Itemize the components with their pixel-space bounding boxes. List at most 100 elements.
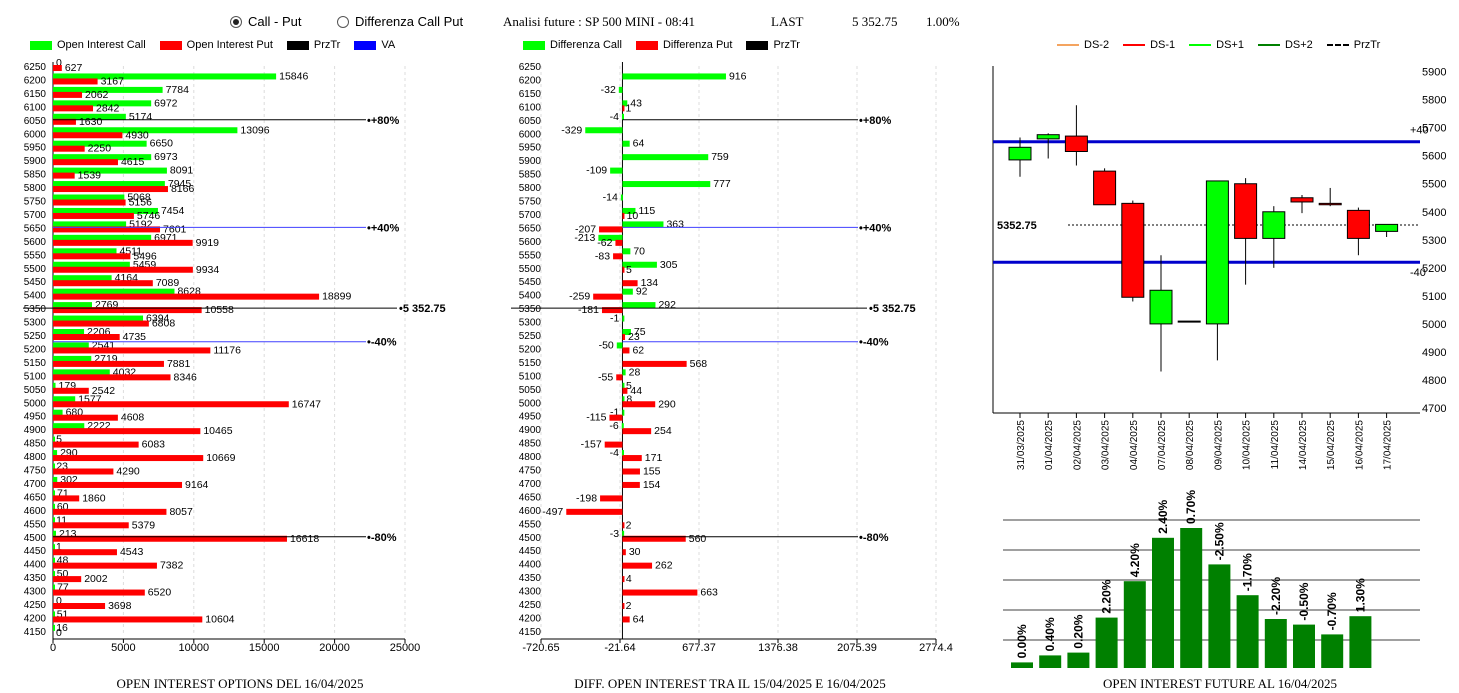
oi-bar-value: 1539 [78, 170, 102, 182]
last-label: LAST [771, 14, 804, 29]
oi-strike-label: 6050 [24, 116, 47, 127]
oi-bar-value: 48 [57, 555, 69, 567]
oi-bar-value: 3167 [101, 75, 125, 87]
candle-ytick-label: 5900 [1422, 67, 1446, 79]
oi-future-bar [1095, 617, 1118, 668]
diff-strike-label: 4600 [519, 506, 542, 517]
oi-bar-value: 2062 [85, 89, 109, 101]
oi-bar-open-interest-call [53, 382, 56, 389]
diff-strike-label: 5300 [519, 318, 542, 329]
diff-bar-differenza-put [622, 535, 686, 542]
oi-bar-open-interest-put [53, 522, 129, 529]
candle-date-label: 04/04/2025 [1129, 420, 1140, 470]
candle-ytick-label: 4900 [1422, 347, 1446, 359]
oi-strike-label: 4300 [24, 587, 47, 598]
candle-ytick-label: 5600 [1422, 151, 1446, 163]
legend-label: Open Interest Put [186, 39, 273, 51]
oi-bar-value: 5746 [137, 210, 161, 222]
diff-bar-differenza-put [622, 481, 640, 488]
oi-bar-value: 9164 [185, 479, 209, 491]
oi-bar-value: 0 [56, 57, 62, 69]
oi-strike-label: 6250 [24, 62, 47, 73]
oi-future-bar [1180, 528, 1203, 668]
oi-future-bar-label: 2.20% [1100, 579, 1114, 613]
diff-strike-label: 5700 [519, 210, 542, 221]
diff-bar-differenza-call [622, 100, 628, 107]
oi-xtick-label: 5000 [111, 642, 135, 654]
oi-bar-value: 2002 [84, 573, 108, 585]
diff-va-label: •+80% [859, 115, 892, 127]
oi-bar-open-interest-call [53, 86, 163, 93]
oi-bar-value: 627 [65, 62, 83, 74]
oi-va-label: •+80% [367, 115, 400, 127]
diff-strike-label: 5900 [519, 156, 542, 167]
diff-xtick-label: -21.64 [604, 642, 635, 654]
diff-strike-label: 4250 [519, 600, 542, 611]
diff-bar-differenza-put [604, 441, 623, 448]
diff-bar-value: 75 [634, 326, 646, 338]
oi-bar-value: 5068 [127, 192, 151, 204]
oi-future-bar-label: 2.40% [1156, 499, 1170, 533]
oi-bar-open-interest-call [53, 261, 130, 268]
diff-bar-value: 363 [666, 218, 684, 230]
legend-swatch [523, 40, 545, 50]
oi-bar-value: 7454 [161, 205, 185, 217]
oi-bar-value: 6973 [154, 151, 178, 163]
radio-call-put-indicator[interactable] [230, 15, 242, 28]
radio-differenza-indicator[interactable] [337, 15, 349, 28]
diff-va-label: •+40% [859, 222, 892, 234]
diff-xtick-label: 2075.39 [837, 642, 877, 654]
oi-bar-open-interest-put [53, 307, 202, 314]
diff-bar-differenza-call [585, 127, 623, 134]
legend-left: Open Interest Call Open Interest Put PrzTr… [30, 38, 409, 52]
oi-bar-open-interest-put [53, 145, 85, 152]
oi-bar-open-interest-call [53, 490, 55, 497]
diff-strike-label: 4750 [519, 466, 542, 477]
oi-bar-value: 4543 [120, 546, 144, 558]
diff-bar-value: 292 [658, 299, 676, 311]
diff-bar-value: 1 [626, 102, 632, 114]
diff-strike-label: 4900 [519, 425, 542, 436]
oi-bar-value: 10558 [205, 304, 234, 316]
oi-bar-value: 6972 [154, 97, 178, 109]
oi-strike-label: 4450 [24, 546, 47, 557]
oi-strike-label: 5950 [24, 143, 47, 154]
diff-bar-value: -109 [586, 165, 607, 177]
diff-strike-label: 5250 [519, 331, 542, 342]
diff-bar-value: -4 [610, 447, 619, 459]
legend-label: DS+2 [1284, 39, 1313, 51]
diff-bar-value: -6 [609, 420, 618, 432]
oi-bar-open-interest-call [53, 167, 167, 174]
oi-bar-open-interest-call [53, 154, 152, 161]
diff-strike-label: 4650 [519, 492, 542, 503]
oi-future-bar [1349, 616, 1372, 668]
legend-item-ds-1: DS-1 [1123, 39, 1175, 51]
oi-bar-open-interest-call [53, 517, 55, 524]
radio-differenza-call-put[interactable]: Differenza Call Put [337, 14, 463, 29]
oi-future-bar [1039, 655, 1062, 668]
oi-bar-value: 5496 [133, 250, 157, 262]
diff-bar-differenza-call [622, 288, 633, 295]
diff-bar-differenza-call [622, 396, 625, 403]
diff-bar-value: 759 [711, 151, 729, 163]
diff-bar-value: 2 [626, 600, 632, 612]
diff-va-label: •-80% [859, 532, 889, 544]
oi-future-bar-label: 0.00% [1015, 624, 1029, 658]
diff-bar-value: 916 [729, 70, 747, 82]
diff-bar-value: -207 [575, 223, 596, 235]
footer-middle: DIFF. OPEN INTEREST TRA IL 15/04/2025 E … [574, 676, 886, 691]
diff-bar-value: 777 [713, 178, 731, 190]
legend-swatch [746, 40, 769, 50]
oi-bar-open-interest-put [53, 118, 76, 125]
diff-bar-differenza-call [621, 450, 624, 457]
candle-body [1375, 223, 1399, 232]
diff-bar-differenza-call [622, 382, 625, 389]
oi-bar-open-interest-call [53, 530, 56, 537]
oi-bar-open-interest-put [53, 199, 126, 206]
legend-swatch [286, 40, 309, 50]
diff-bar-differenza-call [622, 248, 631, 255]
oi-bar-open-interest-put [53, 455, 204, 462]
radio-call-put[interactable]: Call - Put [230, 14, 301, 29]
diff-bar-value: -62 [597, 237, 612, 249]
